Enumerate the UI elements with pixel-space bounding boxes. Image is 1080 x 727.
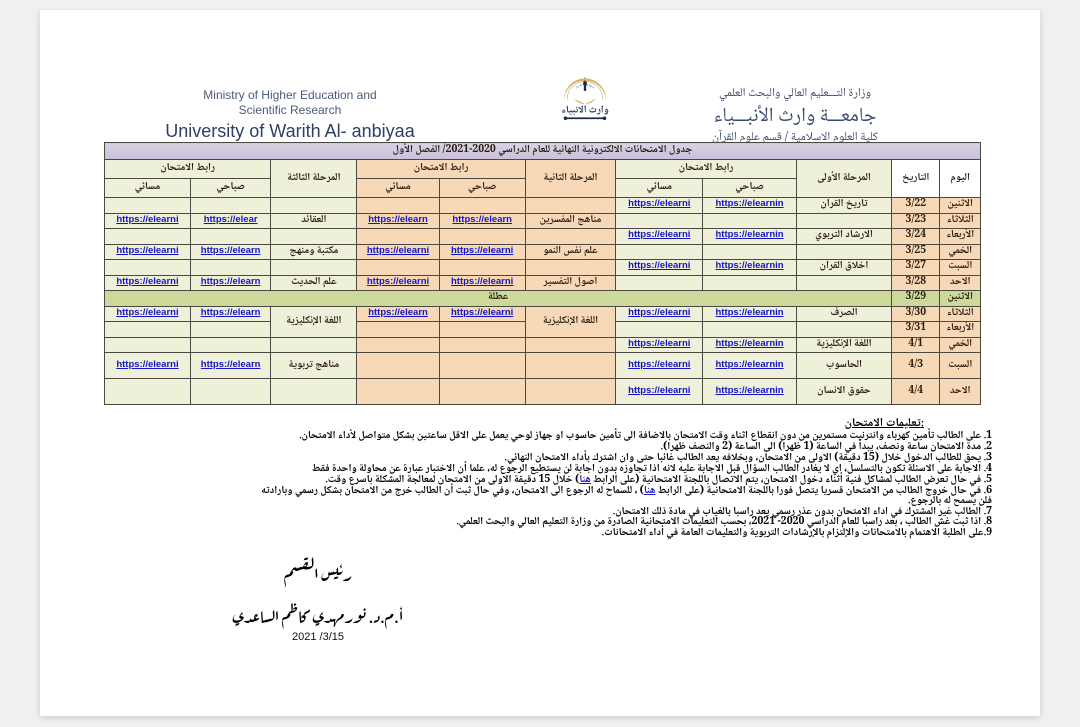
svg-text:وارث الانبياء: وارث الانبياء: [561, 103, 608, 120]
